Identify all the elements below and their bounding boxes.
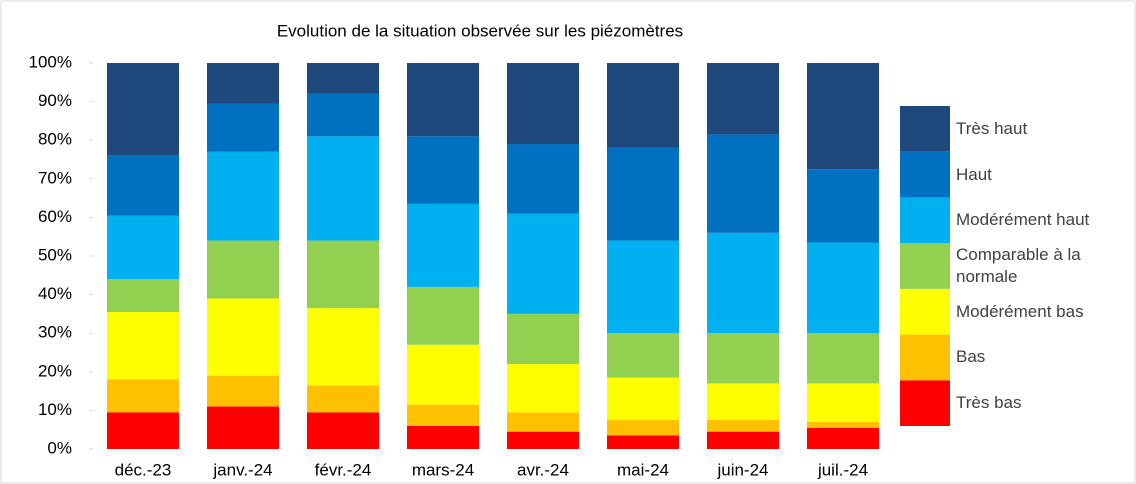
y-tick-label: 90%: [38, 91, 72, 110]
bar-segment: [807, 427, 879, 449]
bar-segment: [607, 240, 679, 334]
bar-segment: [107, 412, 179, 449]
bar-segment: [507, 313, 579, 365]
bar-segment: [807, 333, 879, 384]
bar-segment: [507, 144, 579, 214]
bar-segment: [807, 242, 879, 334]
y-tick-label: 20%: [38, 361, 72, 380]
bar-segment: [307, 136, 379, 241]
bar-segment: [707, 431, 779, 449]
legend-label: Modérément bas: [956, 301, 1084, 321]
bar-segment: [607, 147, 679, 241]
bar-segment: [607, 63, 679, 148]
bar-segment: [207, 151, 279, 241]
bar-segment: [407, 286, 479, 345]
bar-segment: [207, 63, 279, 104]
bar-segment: [707, 134, 779, 233]
x-tick-label: mai-24: [617, 460, 669, 479]
x-tick-label: avr.-24: [517, 460, 569, 479]
x-tick-label: juin-24: [716, 460, 768, 479]
legend-swatch: [900, 243, 950, 289]
y-tick-label: 60%: [38, 207, 72, 226]
y-tick-label: 0%: [47, 438, 72, 457]
bar-segment: [407, 344, 479, 405]
bar-segment: [507, 364, 579, 413]
y-tick-label: 50%: [38, 245, 72, 264]
legend-swatch: [900, 106, 950, 152]
bar-segment: [807, 63, 879, 170]
legend-label: Bas: [956, 347, 986, 367]
bar-segment: [107, 379, 179, 413]
bar-segment: [407, 203, 479, 287]
chart-title: Evolution de la situation observée sur l…: [277, 21, 683, 40]
bar-segment: [807, 169, 879, 243]
legend-swatch: [900, 197, 950, 244]
bar-segment: [107, 279, 179, 312]
y-tick-label: 30%: [38, 323, 72, 342]
y-tick-label: 10%: [38, 400, 72, 419]
bar-segment: [107, 155, 179, 216]
bar-segment: [707, 420, 779, 432]
x-tick-label: mars-24: [412, 460, 474, 479]
x-tick-label: déc.-23: [115, 460, 172, 479]
legend-label: Comparable à la normale: [956, 245, 1081, 286]
bar-segment: [307, 385, 379, 413]
bar-segment: [207, 406, 279, 449]
bar-segment: [507, 431, 579, 449]
legend-swatch: [900, 380, 950, 426]
bar-segment: [407, 404, 479, 426]
bar-segment: [307, 63, 379, 94]
bar-segment: [407, 63, 479, 137]
bar-segment: [807, 421, 879, 428]
y-tick-label: 70%: [38, 168, 72, 187]
bar-segment: [407, 136, 479, 204]
x-tick-label: févr.-24: [315, 460, 372, 479]
x-tick-label: janv.-24: [212, 460, 272, 479]
bar-segment: [807, 383, 879, 422]
bar-segment: [507, 412, 579, 432]
legend-label: Modérément haut: [956, 210, 1090, 230]
bar-segment: [307, 308, 379, 386]
bar-segment: [507, 63, 579, 145]
bar-segment: [307, 240, 379, 309]
bar-segment: [307, 93, 379, 137]
legend-label: Très bas: [956, 393, 1022, 413]
bar-segment: [107, 215, 179, 280]
bar-segment: [707, 232, 779, 334]
legend-swatch: [900, 334, 950, 381]
y-tick-label: 100%: [29, 52, 72, 71]
bar-segment: [207, 240, 279, 299]
bar-segment: [707, 63, 779, 135]
bar-segment: [107, 63, 179, 156]
bar-segment: [307, 412, 379, 449]
bar-segment: [607, 420, 679, 436]
bar-segment: [207, 375, 279, 407]
x-tick-label: juil.-24: [817, 460, 868, 479]
bar-segment: [607, 333, 679, 378]
legend-label: Haut: [956, 164, 992, 184]
y-tick-label: 40%: [38, 284, 72, 303]
legend-label: Très haut: [956, 118, 1028, 138]
bar-segment: [707, 383, 779, 421]
legend-swatch: [900, 288, 950, 335]
bar-segment: [607, 377, 679, 421]
bar-segment: [507, 213, 579, 314]
bar-segment: [707, 333, 779, 384]
bar-segment: [107, 311, 179, 380]
bar-segment: [407, 425, 479, 449]
legend-swatch: [900, 151, 950, 198]
y-tick-label: 80%: [38, 130, 72, 149]
bar-segment: [607, 435, 679, 449]
bar-segment: [207, 103, 279, 152]
bar-segment: [207, 298, 279, 376]
